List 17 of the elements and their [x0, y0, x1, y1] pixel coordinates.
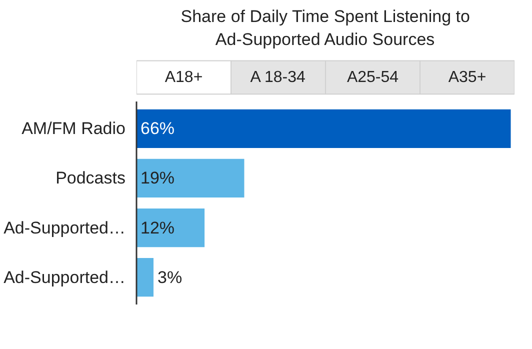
y-tick-label: AM/FM Radio: [22, 119, 126, 138]
bar: [136, 258, 154, 297]
bar: [136, 208, 205, 248]
y-tick-label: Ad-Supported…: [4, 218, 126, 238]
y-tick-label: Podcasts: [56, 168, 126, 188]
data-label: 3%: [158, 268, 182, 287]
bar: [136, 109, 511, 148]
data-label: 12%: [140, 218, 175, 238]
bar: [136, 158, 244, 198]
chart-title: Share of Daily Time Spent Listening to Ad-Supported Audio Sources: [180, 7, 470, 49]
text: A 18-34: [250, 68, 306, 86]
y-tick-label: Ad-Supported…: [4, 268, 126, 287]
text: A35+: [448, 68, 486, 86]
data-label: 19%: [140, 168, 175, 188]
data-label: 66%: [140, 119, 175, 138]
text: A18+: [164, 68, 203, 86]
text: A25-54: [346, 68, 399, 86]
